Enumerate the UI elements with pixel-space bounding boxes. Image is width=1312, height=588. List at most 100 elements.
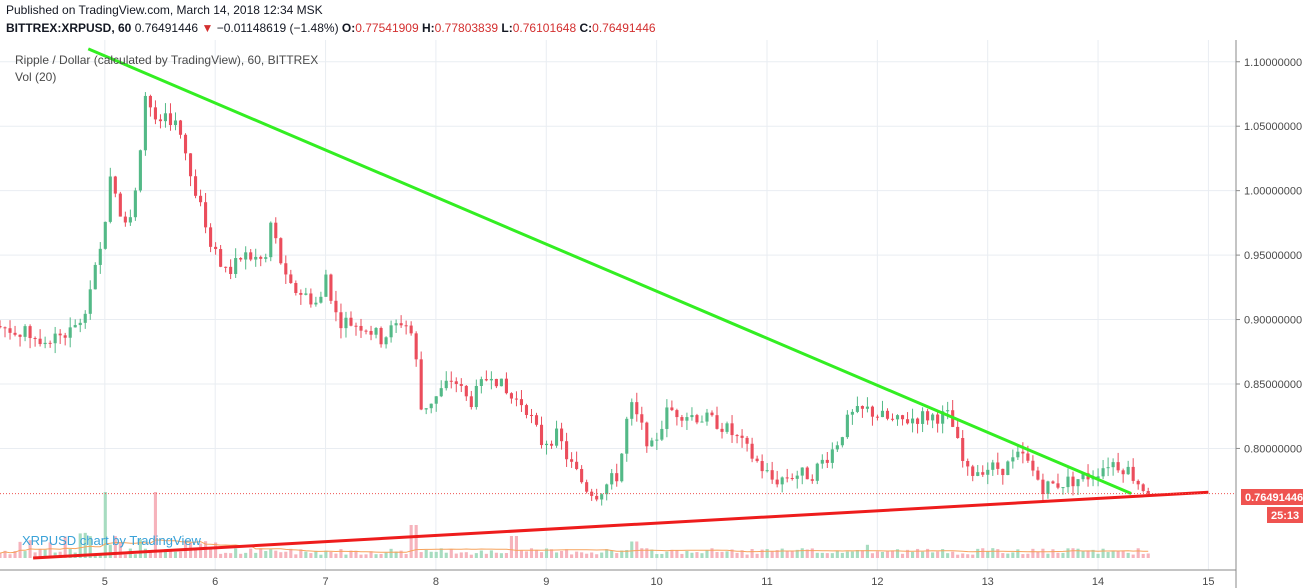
volume-bar xyxy=(1101,548,1105,558)
candle-body xyxy=(18,334,22,337)
candle-body xyxy=(359,325,363,331)
candle-body xyxy=(148,95,152,108)
candle-body xyxy=(971,466,975,476)
candle-body xyxy=(73,325,77,328)
volume-bar xyxy=(404,553,408,558)
volume-bar xyxy=(710,548,714,558)
volume-bar xyxy=(635,541,639,558)
volume-bar xyxy=(1121,550,1125,558)
volume-bar xyxy=(334,553,338,558)
candle-body xyxy=(635,402,639,415)
candle-body xyxy=(820,459,824,464)
volume-bar xyxy=(133,554,137,558)
volume-bar xyxy=(951,551,955,558)
trendlines xyxy=(33,47,1209,560)
candle-body xyxy=(23,326,27,337)
volume-bar xyxy=(615,553,619,558)
candle-body xyxy=(575,461,579,469)
volume-bar xyxy=(239,553,243,558)
candle-body xyxy=(956,426,960,439)
volume-bar xyxy=(936,551,940,558)
candle-body xyxy=(1101,468,1105,477)
volume-ma-path xyxy=(0,539,1149,554)
volume-bar xyxy=(765,549,769,558)
volume-bar xyxy=(484,553,488,558)
candle-body xyxy=(1061,487,1065,489)
volume-bar xyxy=(178,551,183,558)
candle-body xyxy=(1021,451,1025,454)
candle-body xyxy=(1001,468,1005,476)
candle-body xyxy=(464,385,468,397)
candle-body xyxy=(1136,480,1140,485)
candle-body xyxy=(605,484,609,495)
volume-bar xyxy=(991,548,995,558)
volume-bar xyxy=(905,549,910,558)
volume-bar xyxy=(254,552,258,558)
volume-bar xyxy=(705,550,709,558)
volume-bar xyxy=(499,553,503,558)
candle-body xyxy=(800,467,804,476)
candle-body xyxy=(775,479,779,485)
candle-body xyxy=(900,415,905,420)
volume-bar xyxy=(961,553,965,558)
volume-bar xyxy=(394,551,398,558)
volume-bar xyxy=(685,551,689,558)
candle-body xyxy=(449,380,453,382)
candle-body xyxy=(133,190,137,218)
volume-bar xyxy=(534,550,539,558)
candle-body xyxy=(690,415,694,418)
volume-bar xyxy=(234,548,238,558)
candle-body xyxy=(750,443,754,459)
volume-bar xyxy=(695,552,699,558)
last-price-label: 0.76491446 xyxy=(1245,492,1303,504)
candle-body xyxy=(875,416,880,418)
candle-body xyxy=(434,396,438,404)
candle-body xyxy=(459,384,463,386)
symbol-label[interactable]: BITTREX:XRPUSD, 60 xyxy=(6,21,132,35)
volume-bar xyxy=(690,552,694,558)
candle-body xyxy=(936,414,940,424)
candle-body xyxy=(695,415,699,423)
candle-body xyxy=(539,424,544,446)
y-tick-label: 0.85000000 xyxy=(1244,379,1302,391)
candle-body xyxy=(0,325,2,328)
volume-bar xyxy=(48,542,52,558)
volume-bar xyxy=(349,550,353,558)
countdown-label: 25:13 xyxy=(1271,510,1299,522)
volume-bar xyxy=(770,550,774,558)
volume-bar xyxy=(890,550,895,558)
tradingview-watermark[interactable]: XRPUSD chart by TradingView xyxy=(22,533,201,548)
volume-bar xyxy=(560,550,564,558)
volume-bar xyxy=(108,544,112,558)
volume-bars xyxy=(0,492,1150,558)
volume-bar xyxy=(168,550,173,558)
volume-bar xyxy=(1081,551,1085,558)
volume-bar xyxy=(8,554,12,558)
candle-body xyxy=(484,379,488,381)
candle-body xyxy=(961,438,965,461)
volume-bar xyxy=(439,548,443,558)
candle-body xyxy=(284,263,288,275)
price-chart[interactable]: 5 6 7 8 9 10 11 12 13 14 15 1.10000000 1.05000000 1.0… xyxy=(0,40,1312,588)
candle-body xyxy=(1071,476,1075,487)
candle-body xyxy=(1116,462,1120,471)
volume-bar xyxy=(555,552,559,558)
candle-body xyxy=(118,193,122,217)
candle-body xyxy=(83,313,87,323)
candle-body xyxy=(544,443,549,446)
candle-body xyxy=(941,411,945,424)
volume-bar xyxy=(68,549,72,558)
volume-bar xyxy=(1026,553,1030,558)
low-value: 0.76101648 xyxy=(512,21,577,35)
candle-body xyxy=(419,359,423,410)
volume-bar xyxy=(454,553,458,558)
candle-body xyxy=(1076,479,1080,487)
volume-bar xyxy=(825,553,829,558)
candle-body xyxy=(78,322,82,326)
volume-bar xyxy=(900,553,905,558)
volume-bar xyxy=(911,551,915,558)
candle-body xyxy=(660,428,664,440)
candle-body xyxy=(504,378,508,394)
volume-bar xyxy=(650,549,654,558)
volume-bar xyxy=(324,550,328,558)
